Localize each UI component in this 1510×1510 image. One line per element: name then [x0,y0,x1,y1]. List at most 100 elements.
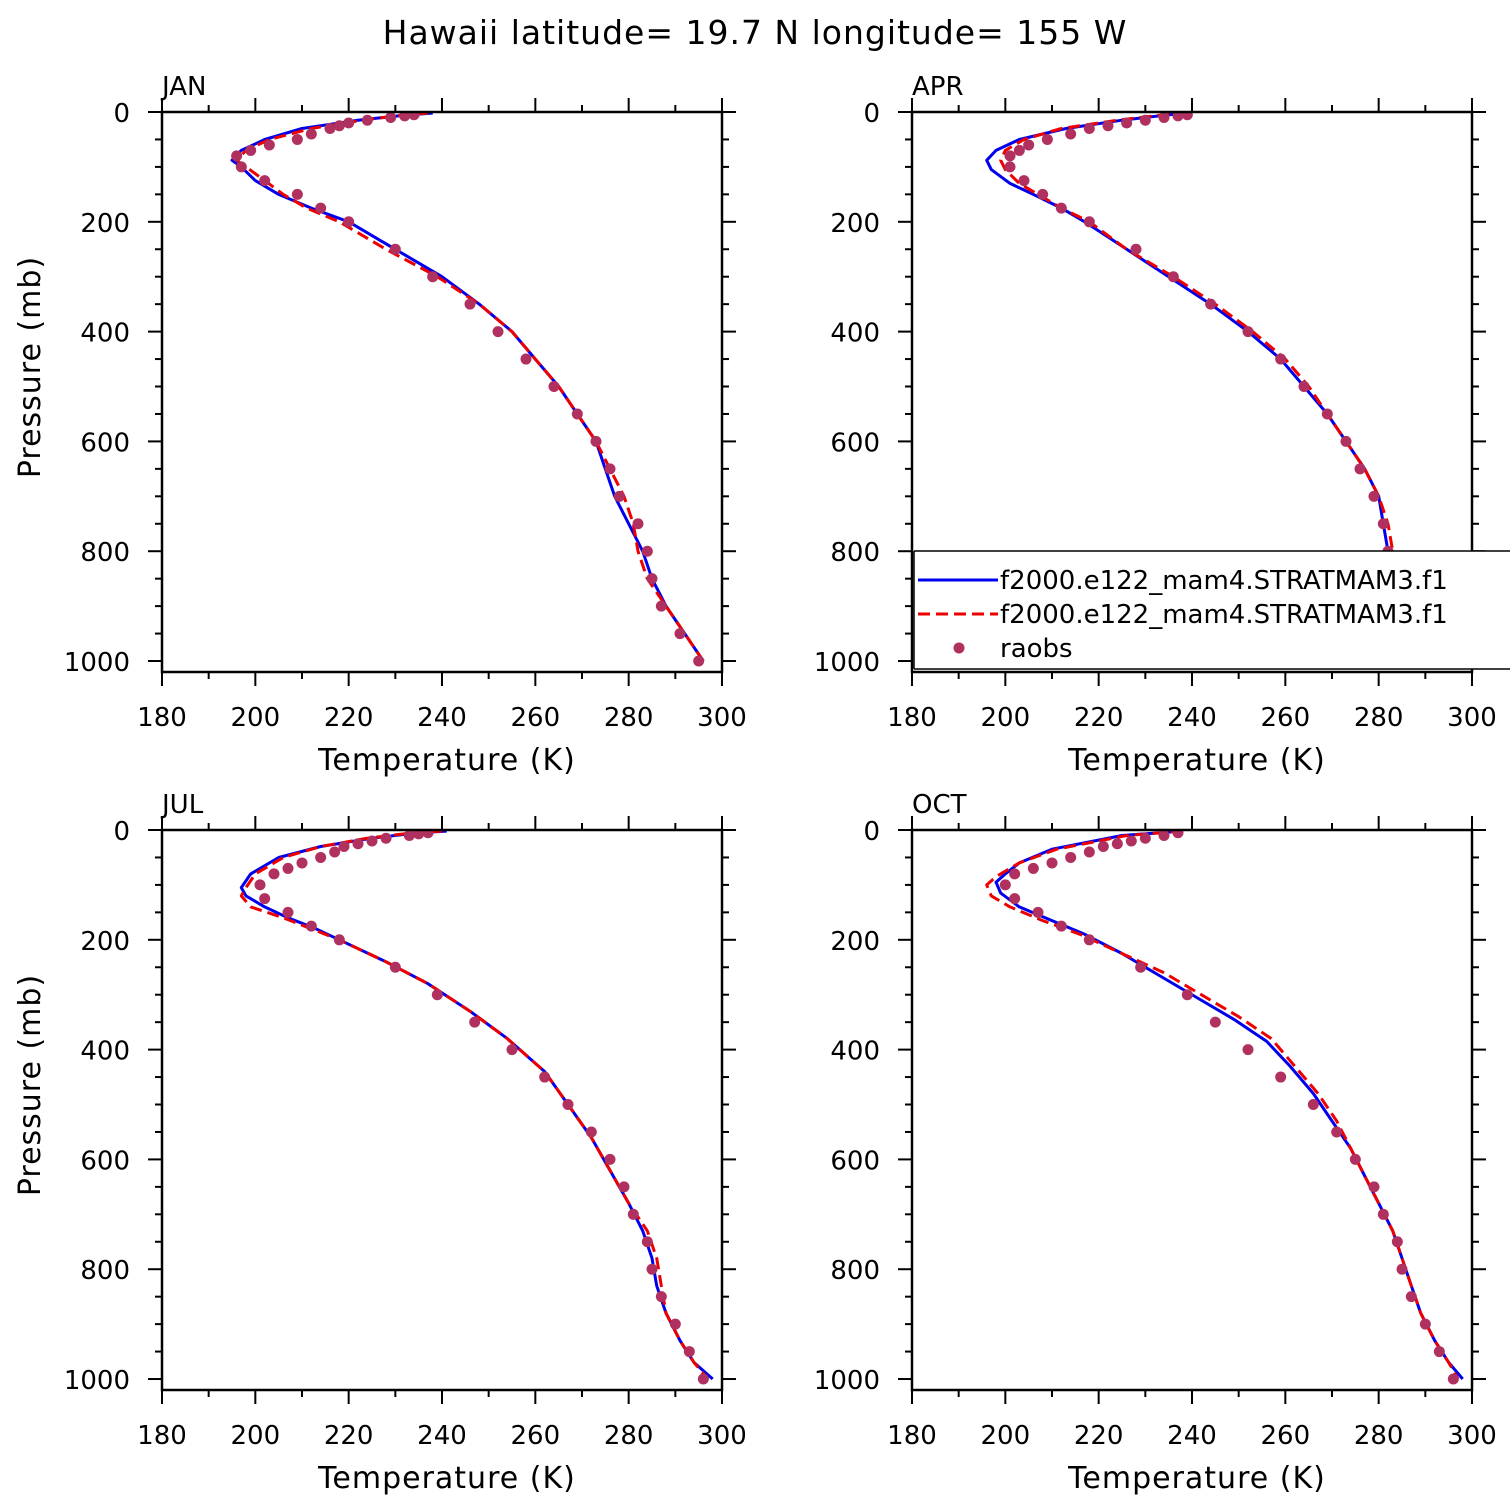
chart-panel-jul: JUL 180 200 220 240 260 280 300 0 200 400 600 800 100… [13,790,747,1496]
raobs-marker [343,117,355,129]
x-tick-label: 200 [231,703,281,733]
raobs-marker [604,463,616,475]
plot-frame [160,828,724,1392]
raobs-marker [1172,112,1184,122]
series-line-solid [985,112,1451,662]
raobs-marker [683,1346,695,1358]
x-tick-label: 300 [1447,703,1497,733]
raobs-marker [464,298,476,310]
raobs-marker [1046,857,1058,869]
raobs-marker [259,175,271,187]
raobs-marker [655,1291,667,1303]
raobs-marker [380,832,392,844]
panels: JAN 180 200 220 240 260 280 300 0 200 400 600 800 100… [13,72,1510,1496]
x-tick-label: 220 [324,703,374,733]
chart-panel-apr: APR 180 200 220 240 260 280 300 0 200 400 600 800 100… [814,72,1510,778]
raobs-marker [1433,1346,1445,1358]
legend: f2000.e122_mam4.STRATMAM3.f1 f2000.e122_m… [913,550,1510,670]
plot-frame [160,110,724,674]
raobs-marker [1275,353,1287,365]
x-tick-label: 220 [1074,1421,1124,1451]
raobs-marker [655,600,667,612]
x-axis-title: Temperature (K) [1067,1461,1326,1496]
raobs-marker [1242,326,1254,338]
y-tick-label: 400 [830,319,880,349]
series-line-dashed [985,830,1460,1380]
raobs-marker [1396,1263,1408,1275]
raobs-marker [366,835,378,847]
raobs-marker [231,150,243,162]
raobs-marker [548,381,560,393]
series-markers-raobs [999,830,1459,1385]
x-tick-label: 260 [511,703,561,733]
raobs-marker [254,879,266,891]
x-tick-label: 280 [1354,703,1404,733]
series-markers-raobs [1004,112,1455,667]
x-tick-label: 180 [887,703,937,733]
y-tick-label: 200 [80,209,130,239]
y-tick-label: 1000 [64,1366,130,1396]
raobs-marker [604,1153,616,1165]
y-tick-label: 200 [830,927,880,957]
raobs-marker [1065,851,1077,863]
raobs-marker [361,114,373,126]
raobs-marker [1167,271,1179,283]
raobs-marker [669,1318,681,1330]
raobs-marker [1298,381,1310,393]
x-axis-title: Temperature (K) [317,1461,576,1496]
raobs-marker [413,830,425,840]
raobs-marker [1377,518,1389,530]
legend-background [914,550,1510,669]
raobs-marker [674,628,686,640]
plot-area [985,112,1455,667]
axis-ticks [148,816,736,1404]
y-tick-label: 400 [830,1037,880,1067]
raobs-marker [259,893,271,905]
x-tick-label: 260 [511,1421,561,1451]
raobs-marker [1083,122,1095,134]
series-line-solid [239,830,714,1381]
raobs-marker [1083,934,1095,946]
chart-panel-oct: OCT 180 200 220 240 260 280 300 0 200 400 600 800 100… [814,790,1497,1496]
raobs-marker [1419,1318,1431,1330]
series-line-dashed [999,112,1451,662]
raobs-marker [1130,243,1142,255]
y-tick-label: 0 [113,817,130,847]
axis-ticks [148,98,736,686]
y-tick-label: 400 [80,319,130,349]
raobs-marker [291,133,303,145]
raobs-marker [399,112,411,122]
raobs-marker [492,326,504,338]
y-tick-label: 200 [830,209,880,239]
raobs-marker [1013,144,1025,156]
raobs-marker [1139,832,1151,844]
y-tick-label: 800 [80,1256,130,1286]
raobs-marker [1009,868,1021,880]
figure-title: Hawaii latitude= 19.7 N longitude= 155 W [383,13,1128,52]
x-tick-label: 280 [1354,1421,1404,1451]
y-tick-label: 400 [80,1037,130,1067]
raobs-marker [1083,846,1095,858]
raobs-marker [389,243,401,255]
raobs-marker [343,216,355,228]
plot-area [239,830,714,1385]
raobs-marker [1321,408,1333,420]
raobs-marker [1065,128,1077,140]
raobs-marker [235,161,247,173]
panel-label: OCT [912,790,967,820]
raobs-marker [305,920,317,932]
plot-frame [910,110,1474,674]
raobs-marker [282,906,294,918]
plot-area [985,830,1464,1385]
y-tick-label: 0 [863,99,880,129]
y-tick-label: 1000 [814,648,880,678]
raobs-marker [333,120,345,132]
raobs-marker [641,1236,653,1248]
x-tick-label: 220 [324,1421,374,1451]
raobs-marker [1004,150,1016,162]
raobs-marker [506,1044,518,1056]
raobs-marker [291,188,303,200]
axis-ticks [898,816,1486,1404]
raobs-marker [632,518,644,530]
raobs-marker [1158,830,1170,841]
